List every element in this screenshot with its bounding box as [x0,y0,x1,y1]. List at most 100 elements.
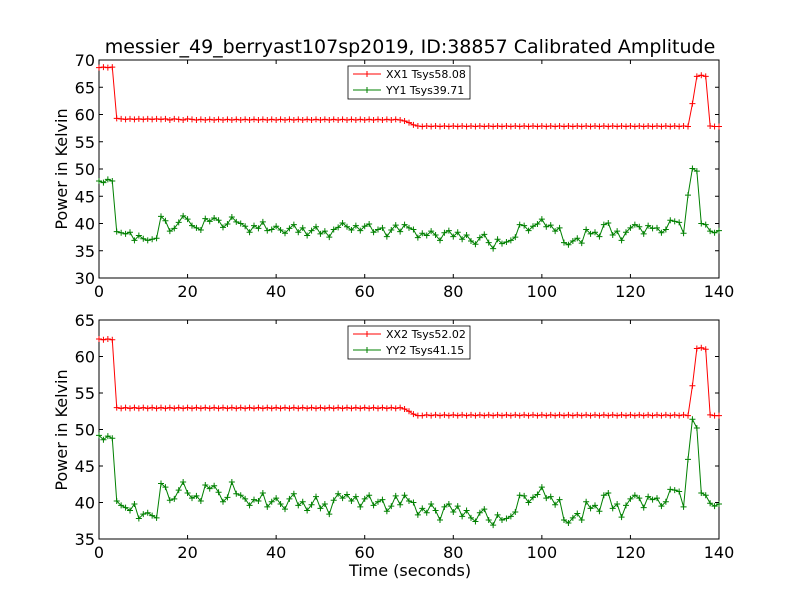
top-series-0-point [432,122,439,129]
top-series-0-point [569,123,576,130]
bottom-series-1-point [348,498,355,505]
top-y-tick-label: 65 [75,78,95,97]
top-series-0-point [361,116,368,123]
top-series-1-point [366,221,373,228]
bottom-series-1-point [162,484,169,491]
top-series-0-point [662,122,669,129]
bottom-series-1-point [180,479,187,486]
top-series-1-point [711,229,718,236]
bottom-series-0-point [640,412,647,419]
top-series-1-point [645,222,652,229]
top-series-0-point [414,122,421,129]
bottom-series-0-point [623,412,629,419]
top-series-0-point [516,123,523,130]
top-series-0-point [118,115,125,122]
top-series-1-point [299,224,306,231]
bottom-y-tick-label: 55 [75,384,95,403]
bottom-series-1-point [587,505,594,512]
top-series-0-point [202,116,209,123]
bottom-series-1-point [313,493,319,500]
top-series-1-point [237,220,244,227]
bottom-series-1-point [330,497,337,504]
top-series-0-point [481,123,488,130]
bottom-series-0-point [361,404,368,411]
bottom-series-1-point [153,514,160,521]
bottom-series-1-point [344,491,350,498]
bottom-series-1-point [397,501,404,508]
bottom-series-1-point [698,490,705,497]
bottom-series-0-point [410,411,417,418]
bottom-series-0-point [561,412,567,419]
bottom-series-0-point [521,411,528,418]
top-series-1-point [450,233,457,240]
bottom-series-0-point [171,405,178,412]
top-series-0-point [428,123,435,130]
bottom-series-0-point [587,412,594,419]
bottom-series-1-point [197,498,204,505]
top-series-0-point [476,122,483,129]
top-series-0-point [375,116,381,123]
top-series-1-point [357,227,364,234]
bottom-x-tick-label: 60 [355,543,375,562]
bottom-series-1-point [100,436,107,443]
bottom-series-1-point [189,495,195,502]
top-series-0-point [503,122,510,129]
top-series-1-point [410,226,417,233]
bottom-series-1-point [370,502,377,509]
top-series-1-point [397,228,404,235]
bottom-series-1-point [233,490,240,497]
top-series-1-point [193,224,200,231]
top-series-0-point [468,122,474,129]
bottom-series-1-point [569,514,576,521]
bottom-series-1-point [525,499,532,506]
top-series-1-point [388,227,395,234]
top-x-tick-label: 80 [443,282,463,301]
bottom-series-1-point [552,501,559,508]
bottom-series-1-point [202,481,209,488]
top-series-1-point [202,215,209,222]
bottom-series-0-point [702,346,709,353]
top-series-1-point [472,241,479,248]
top-series-0-point [104,64,111,71]
top-series-1-point [406,224,412,231]
top-series-0-point [153,115,160,122]
bottom-series-0-point [605,412,612,419]
top-series-0-point [685,123,691,130]
bottom-series-1-point [96,432,102,439]
top-series-0-point [286,116,293,123]
top-series-1-point [658,229,665,236]
bottom-series-1-point [574,510,581,517]
top-series-0-point [131,116,138,123]
top-series-0-point [366,116,373,123]
bottom-series-0-point [490,412,497,419]
bottom-series-1-point [623,502,629,509]
bottom-series-0-point [401,406,408,413]
bottom-series-0-point [295,405,302,412]
bottom-series-0-point [538,411,545,418]
bottom-series-1-point [401,492,408,499]
bottom-series-0-point [441,411,448,418]
bottom-series-1-point [605,490,612,497]
bottom-series-1-point [375,498,381,505]
top-series-0-point [308,116,315,123]
top-series-1-point [264,227,271,234]
bottom-series-0-point [680,411,687,418]
top-series-0-point [233,116,240,123]
top-series-0-point [454,123,461,130]
bottom-series-0-point [206,405,213,412]
top-y-tick-label: 50 [75,160,95,179]
top-series-0-point [255,116,262,123]
top-series-1-point [468,237,474,244]
top-series-1-point [361,223,368,230]
bottom-series-0-point [370,404,377,411]
bottom-series-0-point [654,411,660,418]
top-series-1-point [507,237,514,244]
top-series-1-point [578,240,585,247]
top-series-0-point [627,122,634,129]
bottom-series-1-point [357,503,364,510]
top-series-0-point [649,123,656,130]
bottom-series-0-point [432,411,439,418]
top-series-1-point [689,165,696,172]
bottom-series-1-point [490,522,497,529]
top-series-1-point [463,231,470,238]
